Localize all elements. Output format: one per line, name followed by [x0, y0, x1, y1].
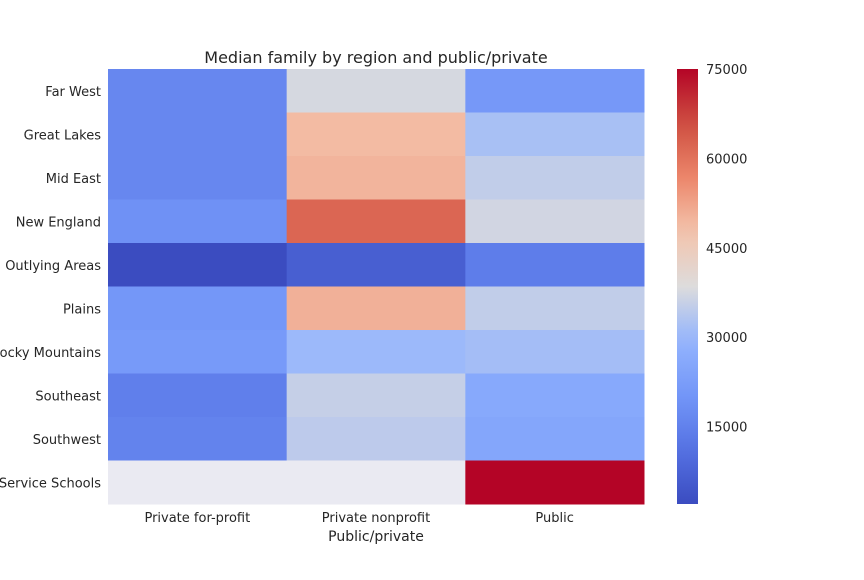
chart-title: Median family by region and public/priva… [204, 48, 547, 67]
y-tick-label: Great Lakes [24, 128, 102, 143]
y-tick-label: Mid East [46, 172, 101, 187]
y-tick-label: Outlying Areas [5, 259, 101, 274]
heatmap-cell [465, 417, 645, 461]
colorbar-tick-label: 15000 [706, 421, 747, 436]
colorbar-ticks: 15000 30000 45000 60000 75000 [706, 63, 747, 436]
heatmap-cell [465, 156, 645, 200]
heatmap-cell [108, 373, 288, 418]
colorbar-tick-label: 30000 [706, 331, 747, 346]
colorbar-tick-label: 60000 [706, 152, 747, 167]
heatmap-cell [286, 460, 466, 505]
x-tick-labels: Private for-profit Private nonprofit Publi… [144, 511, 573, 526]
heatmap-cell [465, 243, 645, 287]
y-tick-label: Plains [63, 302, 101, 317]
heatmap-cell [108, 199, 288, 244]
heatmap-cell [286, 330, 466, 374]
y-tick-label: New England [16, 215, 101, 230]
heatmap-cell [286, 373, 466, 418]
heatmap-cell [108, 156, 288, 200]
x-tick-label: Private nonprofit [322, 511, 430, 526]
colorbar-tick-label: 75000 [706, 63, 747, 78]
heatmap-cell [465, 199, 645, 244]
y-tick-label: Rocky Mountains [0, 346, 101, 361]
heatmap-cell [465, 460, 645, 505]
heatmap-cell [465, 69, 645, 113]
heatmap-cell [108, 460, 288, 505]
x-axis-label: Public/private [328, 529, 424, 545]
heatmap-cell [286, 69, 466, 113]
y-tick-label: Far West [45, 85, 101, 100]
heatmap-cell [286, 112, 466, 157]
colorbar-tick-label: 45000 [706, 242, 747, 257]
heatmap-cell [286, 156, 466, 200]
heatmap-cells [108, 69, 645, 505]
heatmap-cell [108, 286, 288, 331]
heatmap-cell [465, 373, 645, 418]
heatmap-cell [108, 243, 288, 287]
heatmap-cell [108, 112, 288, 157]
x-tick-label: Private for-profit [144, 511, 250, 526]
heatmap-cell [465, 286, 645, 331]
x-tick-label: Public [535, 511, 573, 526]
heatmap-cell [286, 243, 466, 287]
heatmap-cell [108, 330, 288, 374]
y-tick-label: Southeast [35, 389, 101, 404]
y-tick-labels: Far West Great Lakes Mid East New England Ou… [0, 85, 101, 492]
colorbar [677, 69, 698, 504]
heatmap-cell [108, 417, 288, 461]
y-tick-label: Southwest [33, 433, 101, 448]
heatmap-cell [465, 112, 645, 157]
heatmap-cell [108, 69, 288, 113]
y-tick-label: U.S. Service Schools [0, 476, 101, 491]
heatmap-cell [465, 330, 645, 374]
heatmap-cell [286, 199, 466, 244]
heatmap-cell [286, 417, 466, 461]
heatmap-cell [286, 286, 466, 331]
